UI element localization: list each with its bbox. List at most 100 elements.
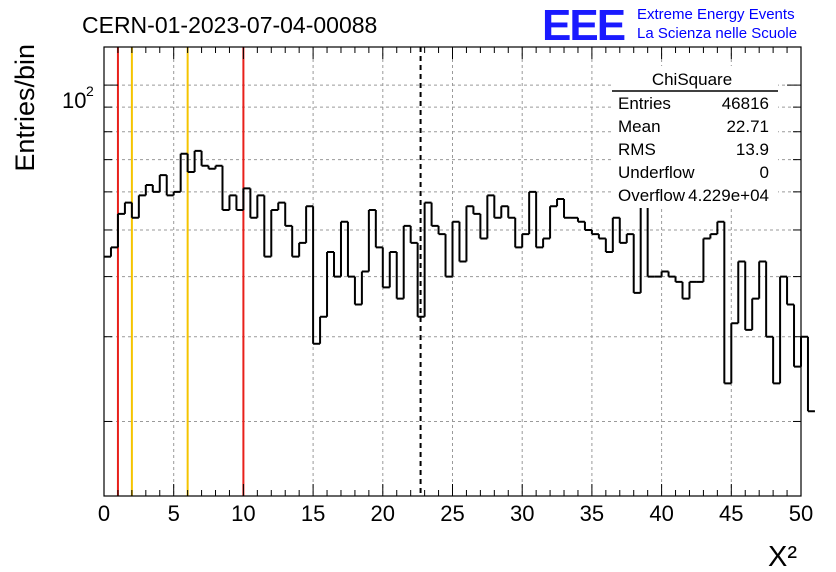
stats-label: Underflow [618, 163, 695, 182]
run-title: CERN-01-2023-07-04-00088 [82, 12, 377, 38]
histogram-bin [395, 251, 404, 300]
histogram-bin [716, 220, 725, 235]
histogram-bin [444, 234, 453, 278]
histogram-bin [611, 216, 620, 252]
histogram-bin [137, 194, 146, 218]
histogram-bin [772, 336, 781, 385]
histogram-bin [660, 270, 669, 277]
stats-label: Overflow [618, 186, 686, 205]
histogram [104, 149, 815, 413]
y-tick-base: 10 [62, 88, 86, 113]
histogram-bin [339, 220, 348, 277]
histogram-bin [681, 281, 690, 300]
histogram-bin [709, 233, 718, 239]
histogram-bin [235, 195, 244, 212]
histogram-bin [458, 221, 467, 263]
histogram-bin [779, 275, 788, 384]
histogram-bin [381, 247, 390, 289]
histogram-bin [667, 271, 676, 278]
x-tick-label: 5 [168, 501, 180, 526]
stats-value: 46816 [722, 94, 769, 113]
histogram-bin [618, 217, 627, 244]
histogram-bin [144, 184, 153, 196]
stats-label: Mean [618, 117, 661, 136]
grid-lines [104, 47, 801, 496]
histogram-bin [172, 190, 181, 196]
org-name-line2: La Scienza nelle Scuole [637, 25, 797, 42]
x-tick-label: 15 [301, 501, 325, 526]
histogram-bin [291, 225, 300, 258]
histogram-bin [179, 152, 188, 192]
histogram-bin [263, 195, 272, 258]
histogram-bin [346, 221, 355, 278]
histogram-bin [549, 205, 558, 239]
histogram-bin [674, 276, 683, 283]
histogram-bin [576, 217, 585, 223]
histogram-bin [221, 165, 230, 212]
histogram-bin [242, 187, 251, 211]
histogram-bin [116, 212, 125, 248]
histogram-bin [765, 261, 774, 338]
histogram-bin [751, 297, 760, 330]
histogram-bin [158, 174, 167, 192]
histogram-bin [333, 251, 341, 278]
histogram-bin [186, 153, 195, 173]
histogram-bin [312, 206, 321, 345]
histogram-bin [277, 201, 286, 211]
histogram-bin [507, 206, 516, 219]
histogram-bin [590, 229, 599, 236]
histogram-bin [326, 250, 335, 317]
histogram-bin [319, 315, 328, 344]
x-axis-label: X² [768, 541, 797, 572]
histogram-bin [437, 225, 446, 236]
stats-value: 4.229e+04 [688, 186, 769, 205]
histogram-bin [270, 209, 279, 257]
histogram-bin [786, 276, 795, 306]
stats-value: 13.9 [736, 140, 769, 159]
y-tick-label-100: 10 2 [62, 83, 94, 113]
stats-value: 0 [760, 163, 769, 182]
histogram-bin [416, 242, 425, 318]
histogram-bin [500, 205, 509, 218]
histogram-bin [284, 202, 293, 227]
histogram-bin [806, 336, 815, 413]
x-tick-label: 30 [510, 501, 534, 526]
histogram-bin [200, 150, 209, 167]
x-tick-label: 40 [649, 501, 673, 526]
x-tick-label: 50 [789, 501, 813, 526]
histogram-bin [451, 220, 460, 277]
histogram-bin [367, 209, 376, 272]
histogram-bin [409, 225, 418, 244]
stats-label: RMS [618, 140, 656, 159]
stats-label: Entries [618, 94, 671, 113]
histogram-bin [228, 194, 237, 211]
histogram-bin [402, 224, 411, 299]
histogram-bin [130, 202, 139, 219]
histogram-bin [521, 233, 530, 248]
histogram-bin [374, 210, 383, 249]
histogram-bin [430, 202, 439, 227]
x-tick-label: 0 [98, 501, 110, 526]
y-axis-label: Entries/bin [10, 44, 40, 172]
histogram-bin [744, 261, 753, 331]
x-tick-label: 35 [580, 501, 604, 526]
x-tick-label: 25 [440, 501, 464, 526]
histogram-bin [486, 194, 495, 239]
stats-title: ChiSquare [652, 70, 732, 89]
x-tick-label: 20 [371, 501, 395, 526]
histogram-bin [298, 241, 307, 257]
histogram-bin [793, 304, 801, 368]
histogram-bin [465, 205, 474, 262]
histogram-bin [493, 195, 502, 219]
histogram-bin [563, 198, 571, 219]
histogram-bin [214, 164, 223, 169]
histogram-bin [388, 250, 397, 288]
histogram-bin [207, 165, 216, 170]
histogram-bin [737, 260, 746, 324]
histogram-bin [193, 149, 202, 172]
histogram-bin [625, 233, 634, 243]
histogram-bin [249, 188, 258, 219]
histogram-bin [583, 221, 592, 231]
eee-logo: EEE [542, 1, 625, 50]
histogram-bin [109, 246, 118, 257]
